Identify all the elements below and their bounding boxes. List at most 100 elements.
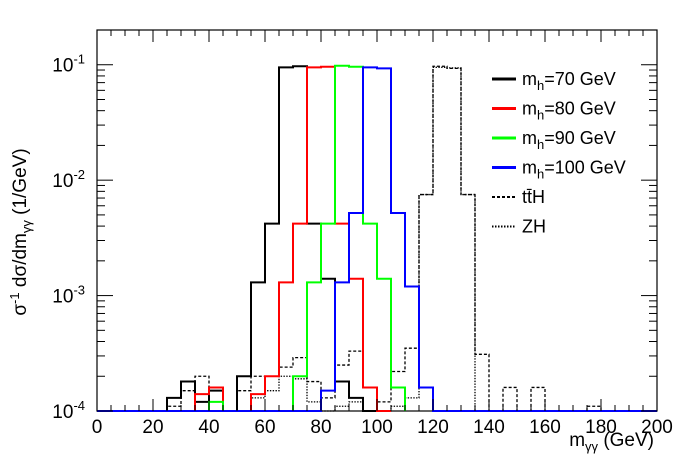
y-tick-label: 10-3 <box>52 283 85 308</box>
bar-mh100-105 <box>391 213 405 411</box>
bar-ttH-30 <box>181 391 195 411</box>
series-line-mh90 <box>195 64 406 412</box>
bar-mh80-55 <box>251 394 265 411</box>
bar-mh70-40 <box>209 391 223 411</box>
series-line-mh100 <box>97 66 657 412</box>
bar-ttH-100 <box>377 402 391 411</box>
bar-ttH-50 <box>237 391 251 411</box>
x-tick-label: 120 <box>417 417 449 438</box>
legend-label: mh=100 GeV <box>522 158 626 182</box>
bar-ZH-110 <box>405 398 419 411</box>
bar-mh100-85 <box>335 282 349 411</box>
legend-label: mh=80 GeV <box>522 99 616 123</box>
bar-ttH-60 <box>265 376 279 411</box>
series-line-ttH <box>153 65 615 412</box>
y-tick-label: 10-2 <box>52 167 85 192</box>
series-mh100 <box>97 66 657 412</box>
legend-label: mh=70 GeV <box>522 69 616 93</box>
bar-ttH-40 <box>209 402 223 411</box>
legend-item-mh100: mh=100 GeV <box>492 158 626 182</box>
bar-mh80-75 <box>307 67 321 411</box>
bar-ttH-95 <box>363 387 377 411</box>
bar-mh80-80 <box>321 67 335 411</box>
bar-mh70-90 <box>349 398 363 411</box>
bar-mh100-95 <box>363 67 377 411</box>
bar-mh100-110 <box>405 286 419 411</box>
bar-ZH-130 <box>461 195 475 411</box>
bar-ZH-70 <box>293 379 307 411</box>
bar-mh70-70 <box>293 66 307 411</box>
y-tick-label: 10-4 <box>52 398 85 423</box>
bar-mh70-25 <box>167 398 181 411</box>
bar-mh100-115 <box>419 387 433 411</box>
series-mh70 <box>153 65 377 412</box>
bar-mh90-100 <box>377 279 391 411</box>
bar-ttH-85 <box>335 365 349 411</box>
series-ttH <box>153 65 615 412</box>
legend-label: tt̄H <box>522 187 545 207</box>
y-axis: 10-1 10-2 10-3 10-4 <box>52 29 657 423</box>
legend-label: mh=90 GeV <box>522 128 616 152</box>
bar-ZH-125 <box>447 68 461 411</box>
x-tick-label: 200 <box>641 417 673 438</box>
bar-mh80-65 <box>279 282 293 411</box>
bar-ttH-125 <box>447 68 461 411</box>
legend-item-ttH: tt̄H <box>492 187 545 207</box>
bar-ttH-120 <box>433 66 447 411</box>
y-axis-title: σ-1 dσ/dmγγ (1/GeV) <box>7 148 34 315</box>
bar-mh80-70 <box>293 224 307 411</box>
bar-mh90-75 <box>307 282 321 411</box>
bar-ZH-120 <box>433 67 447 411</box>
bar-mh90-90 <box>349 67 363 411</box>
bar-mh90-40 <box>209 402 223 411</box>
x-tick-label: 60 <box>254 417 275 438</box>
x-tick-label: 100 <box>361 417 393 438</box>
bar-mh70-55 <box>251 282 265 411</box>
x-tick-label: 40 <box>198 417 219 438</box>
x-tick-label: 160 <box>529 417 561 438</box>
bar-ttH-70 <box>293 358 307 411</box>
bar-ZH-115 <box>419 195 433 411</box>
x-tick-label: 20 <box>142 417 163 438</box>
bar-mh70-30 <box>181 382 195 411</box>
bar-ttH-65 <box>279 367 293 411</box>
bar-mh70-75 <box>307 224 321 411</box>
bar-mh100-100 <box>377 68 391 411</box>
y-tick-label: 10-1 <box>52 52 85 77</box>
bar-ZH-60 <box>265 391 279 411</box>
bar-mh90-80 <box>321 224 335 411</box>
bar-ZH-85 <box>335 406 349 411</box>
bar-mh90-85 <box>335 66 349 411</box>
legend-item-mh70: mh=70 GeV <box>492 69 616 93</box>
bar-ttH-115 <box>419 195 433 411</box>
bar-ttH-145 <box>503 387 517 411</box>
series-mh80 <box>194 65 391 412</box>
bar-ZH-75 <box>307 402 321 411</box>
x-axis-title: mγγ (GeV) <box>569 430 654 454</box>
bar-ZH-90 <box>349 402 363 411</box>
bar-ZH-105 <box>391 406 405 411</box>
series-line-mh80 <box>194 65 391 412</box>
bar-ttH-75 <box>307 382 321 411</box>
legend-label: ZH <box>522 217 546 237</box>
bar-mh70-35 <box>195 402 209 411</box>
bar-mh90-105 <box>391 387 405 411</box>
bar-ttH-105 <box>391 371 405 411</box>
bar-ttH-155 <box>531 387 545 411</box>
legend-item-mh90: mh=90 GeV <box>492 128 616 152</box>
bar-mh70-60 <box>265 224 279 411</box>
x-tick-label: 180 <box>585 417 617 438</box>
bar-mh100-80 <box>321 391 335 411</box>
bar-mh100-90 <box>349 213 363 411</box>
bar-mh80-85 <box>335 224 349 411</box>
bar-mh90-95 <box>363 224 377 411</box>
bar-mh70-50 <box>237 376 251 411</box>
bar-ZH-65 <box>279 376 293 411</box>
bar-mh80-90 <box>349 279 363 411</box>
bar-mh80-60 <box>265 376 279 411</box>
legend-item-ZH: ZH <box>492 217 546 237</box>
bar-ttH-130 <box>461 195 475 411</box>
bar-mh70-65 <box>279 67 293 411</box>
bar-ttH-110 <box>405 348 419 411</box>
